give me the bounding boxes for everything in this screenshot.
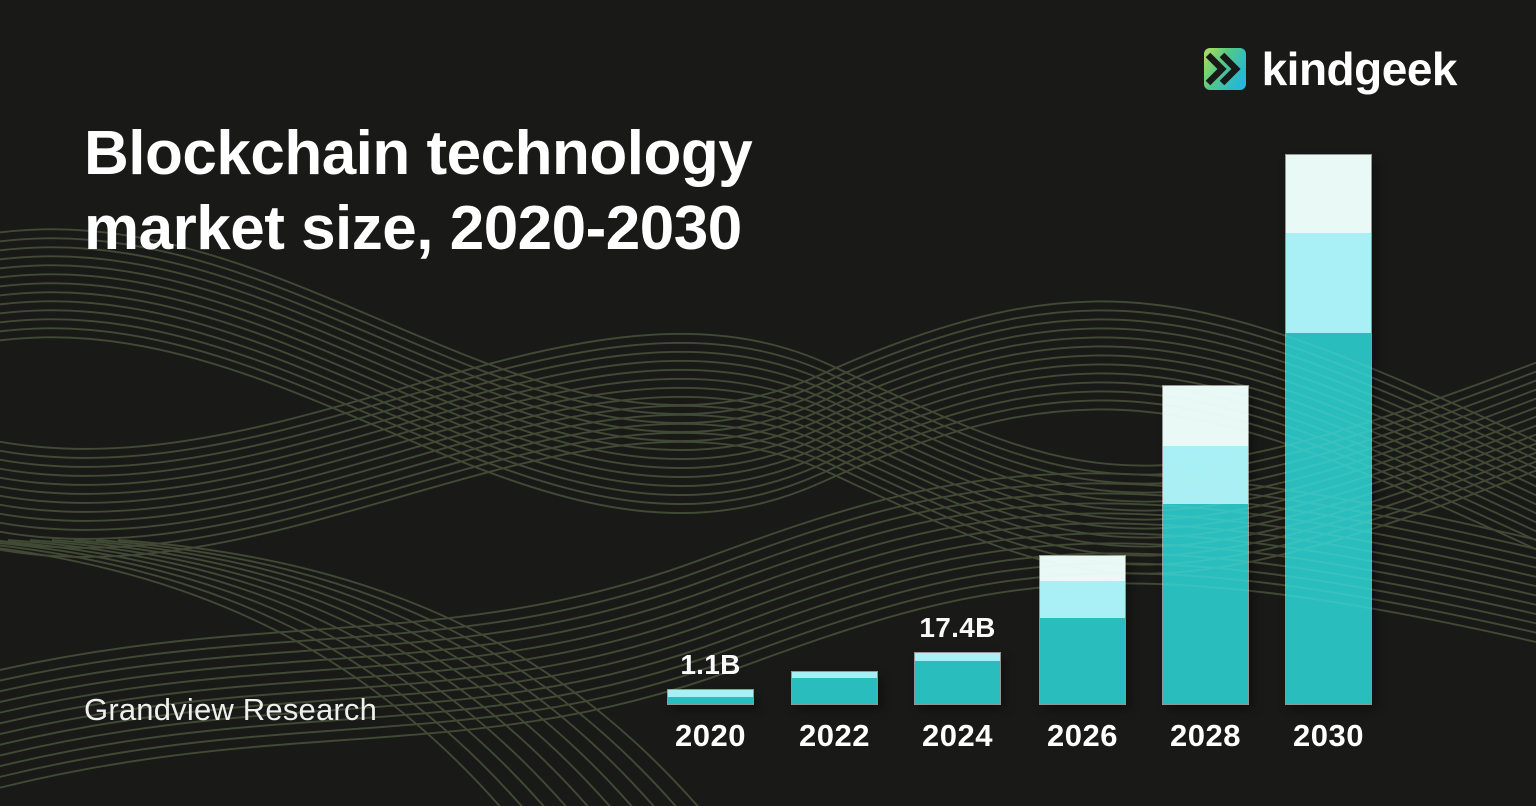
bar-2024	[914, 652, 1001, 705]
bar-segment-middle-cyan	[1040, 581, 1125, 618]
bar-segment-middle-cyan	[1286, 233, 1371, 333]
bar-2022	[791, 671, 878, 705]
bar-segment-bottom-teal	[1163, 504, 1248, 704]
bar-segment-top-mint	[1286, 155, 1371, 233]
brand-logo: kindgeek	[1203, 43, 1458, 95]
double-chevron-right-icon	[1203, 48, 1246, 90]
bar-2030	[1285, 154, 1372, 705]
bar-segment-top-mint	[1040, 556, 1125, 581]
bar-segment-top-mint	[1163, 386, 1248, 446]
bar-segment-bottom-teal	[1286, 333, 1371, 704]
bar-segment-middle-cyan	[915, 653, 1000, 661]
bar-segment-middle-cyan	[668, 690, 753, 697]
page-title: Blockchain technology market size, 2020-…	[84, 116, 753, 266]
bar-segment-middle-cyan	[1163, 446, 1248, 504]
bar-segment-bottom-teal	[915, 661, 1000, 704]
source-attribution: Grandview Research	[84, 692, 378, 727]
bar-2026	[1039, 555, 1126, 705]
bar-2028	[1162, 385, 1249, 705]
bar-2020	[667, 689, 754, 705]
title-line-2: market size, 2020-2030	[84, 194, 742, 263]
title-line-1: Blockchain technology	[84, 119, 753, 188]
bar-segment-bottom-teal	[1040, 618, 1125, 704]
bar-segment-bottom-teal	[668, 697, 753, 704]
brand-wordmark: kindgeek	[1261, 43, 1458, 95]
bar-segment-bottom-teal	[792, 678, 877, 704]
